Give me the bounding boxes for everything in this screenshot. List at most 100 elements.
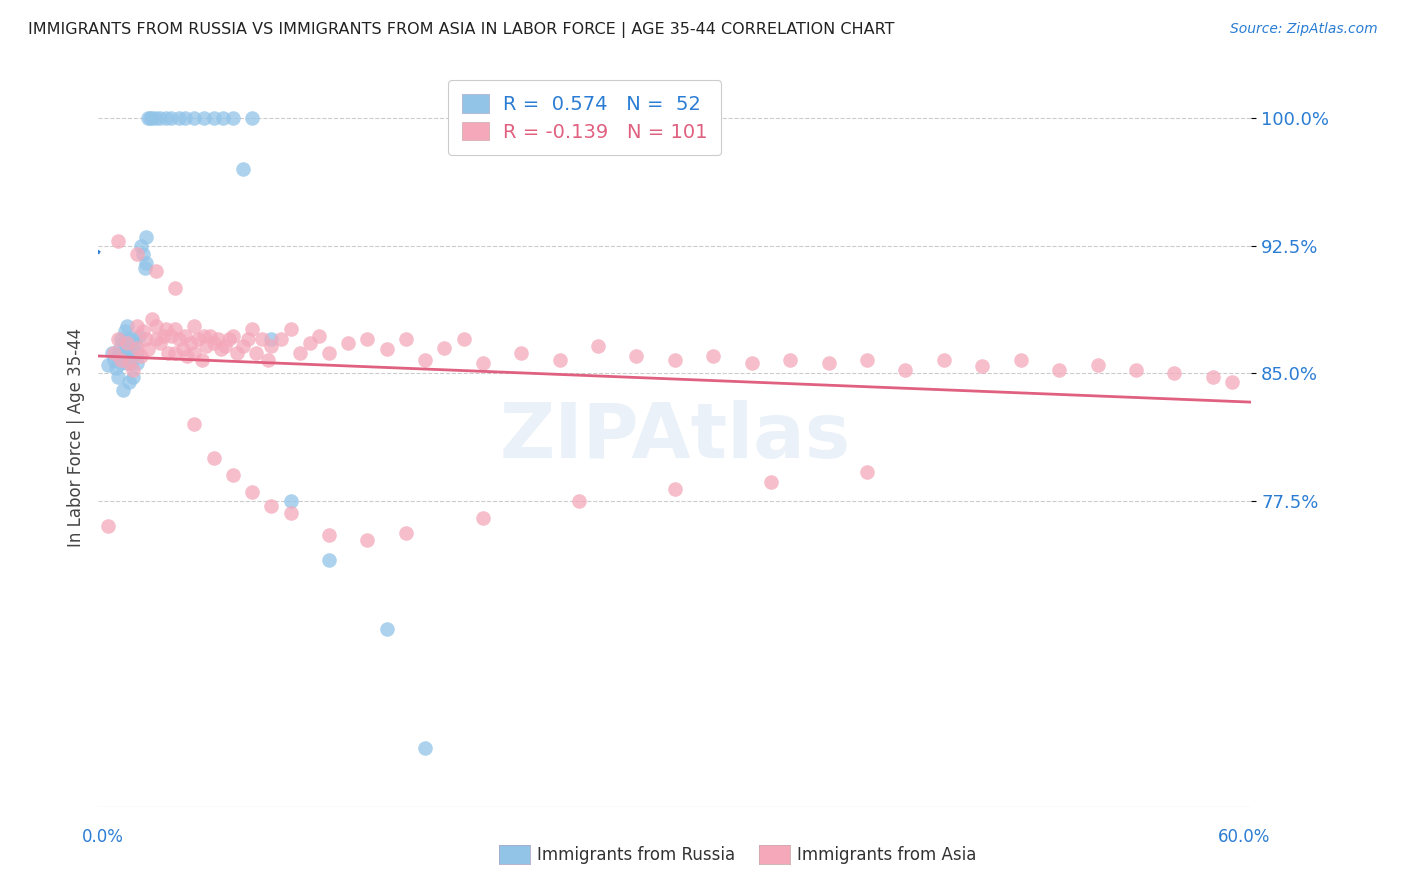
Text: 60.0%: 60.0%: [1218, 828, 1271, 846]
Point: [218, 332, 240, 346]
Point: [149, 335, 172, 350]
Point: [114, 324, 136, 338]
Point: [759, 475, 782, 490]
Point: [141, 311, 163, 326]
Point: [172, 343, 194, 357]
Point: [1047, 363, 1070, 377]
Point: [1125, 363, 1147, 377]
Point: [222, 111, 245, 125]
Point: [212, 111, 235, 125]
Point: [122, 369, 145, 384]
Point: [128, 328, 150, 343]
Point: [202, 451, 225, 466]
Point: [270, 332, 292, 346]
Point: [176, 349, 198, 363]
Point: [135, 255, 157, 269]
Point: [240, 111, 263, 125]
Point: [207, 332, 229, 346]
Point: [145, 332, 167, 346]
Point: [117, 346, 139, 360]
Point: [108, 341, 131, 355]
Point: [191, 352, 214, 367]
Point: [280, 494, 302, 508]
Point: [260, 332, 283, 346]
Point: [856, 465, 879, 479]
Point: [145, 111, 167, 125]
Point: [135, 230, 157, 244]
Point: [97, 519, 120, 533]
Text: Immigrants from Asia: Immigrants from Asia: [797, 846, 977, 863]
Point: [298, 335, 321, 350]
Point: [308, 328, 330, 343]
Point: [225, 346, 247, 360]
Point: [375, 343, 398, 357]
Point: [664, 352, 686, 367]
Point: [568, 494, 591, 508]
Point: [337, 335, 360, 350]
Point: [664, 482, 686, 496]
Point: [117, 335, 139, 350]
Point: [433, 341, 456, 355]
Point: [101, 346, 124, 360]
Point: [107, 369, 129, 384]
Text: Immigrants from Russia: Immigrants from Russia: [537, 846, 735, 863]
Point: [180, 335, 202, 350]
Point: [548, 352, 571, 367]
Point: [165, 346, 187, 360]
Point: [238, 332, 260, 346]
Point: [117, 318, 139, 333]
Point: [972, 359, 994, 374]
Point: [110, 332, 132, 346]
Point: [125, 247, 148, 261]
Point: [139, 111, 162, 125]
Point: [395, 332, 418, 346]
Point: [894, 363, 917, 377]
Point: [124, 335, 146, 350]
Point: [222, 328, 245, 343]
Point: [129, 349, 152, 363]
Point: [114, 346, 136, 360]
Point: [214, 339, 236, 353]
Point: [125, 356, 148, 370]
Point: [155, 111, 177, 125]
Point: [155, 322, 177, 336]
Point: [413, 740, 436, 755]
Point: [165, 281, 187, 295]
Point: [107, 234, 129, 248]
Point: [260, 499, 283, 513]
Point: [209, 343, 232, 357]
Point: [817, 356, 839, 370]
Point: [125, 341, 148, 355]
Y-axis label: In Labor Force | Age 35-44: In Labor Force | Age 35-44: [66, 327, 84, 547]
Point: [222, 468, 245, 483]
Point: [202, 335, 225, 350]
Point: [138, 111, 160, 125]
Point: [183, 346, 205, 360]
Point: [118, 332, 141, 346]
Point: [413, 352, 436, 367]
Point: [104, 361, 127, 376]
Legend: R =  0.574   N =  52, R = -0.139   N = 101: R = 0.574 N = 52, R = -0.139 N = 101: [449, 80, 721, 155]
Point: [122, 332, 145, 346]
Point: [174, 328, 197, 343]
Point: [120, 356, 142, 370]
Point: [193, 328, 215, 343]
Point: [160, 328, 183, 343]
Point: [195, 339, 218, 353]
Point: [193, 111, 215, 125]
Point: [107, 332, 129, 346]
Point: [134, 260, 156, 275]
Point: [231, 339, 254, 353]
Point: [103, 352, 125, 367]
Point: [145, 264, 167, 278]
Point: [103, 346, 125, 360]
Point: [110, 356, 132, 370]
Point: [156, 346, 179, 360]
Point: [290, 346, 312, 360]
Point: [260, 339, 283, 353]
Point: [471, 356, 494, 370]
Point: [174, 111, 197, 125]
Point: [471, 511, 494, 525]
Point: [149, 111, 172, 125]
Point: [1202, 369, 1225, 384]
